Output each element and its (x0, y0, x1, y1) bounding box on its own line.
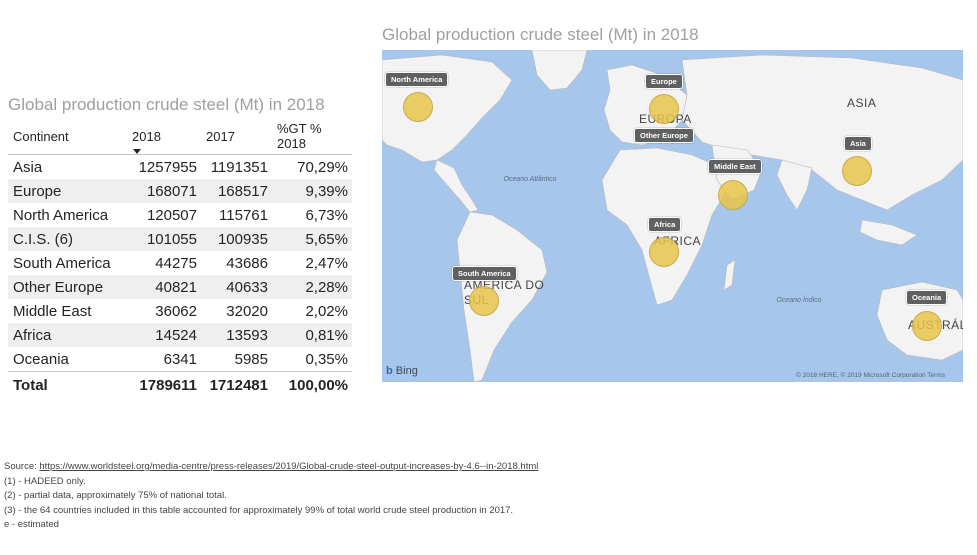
bubble-south-america[interactable] (469, 286, 499, 316)
cell-2018: 14524 (127, 323, 201, 347)
cell-2017: 168517 (201, 179, 272, 203)
source-label: Source: (4, 461, 40, 472)
cell-continent: Middle East (13, 302, 92, 320)
label-oceano-indico: Oceano Índico (776, 297, 822, 304)
tag-africa[interactable]: Africa (648, 217, 682, 232)
bubble-europe[interactable] (649, 94, 679, 124)
tag-middle-east[interactable]: Middle East (708, 159, 762, 174)
cell-continent: Other Europe (8, 275, 127, 299)
source-link[interactable]: https://www.worldsteel.org/media-centre/… (39, 461, 539, 472)
map-title: Global production crude steel (Mt) in 20… (382, 25, 699, 44)
cell-2017: 13593 (201, 323, 272, 347)
cell-2017: 1191351 (210, 158, 268, 176)
footnote-1: (1) - HADEED only. (4, 475, 86, 487)
tag-south-america[interactable]: South America (452, 266, 517, 281)
total-2018: 1789611 (127, 371, 201, 398)
cell-pct: 6,73% (305, 206, 348, 224)
land-shapes (382, 50, 963, 382)
table-row[interactable]: Middle East 36062 32020 2,02% (8, 299, 352, 323)
total-2017: 1712481 (201, 371, 272, 398)
sort-descending-icon (133, 149, 141, 154)
cell-2017: 43686 (226, 254, 268, 272)
bubble-north-america[interactable] (403, 92, 433, 122)
cell-pct: 0,35% (305, 350, 348, 368)
table-row[interactable]: South America 44275 43686 2,47% (8, 251, 352, 275)
label-asia: ASIA (847, 96, 877, 110)
cell-2018: 120507 (146, 206, 197, 224)
column-header-2018-label: 2018 (132, 128, 161, 144)
column-header-2018[interactable]: 2018 (127, 118, 201, 155)
table-row[interactable]: Asia 1257955 1191351 70,29% (8, 155, 352, 180)
cell-pct: 0,81% (272, 323, 352, 347)
cell-2018: 101055 (127, 227, 201, 251)
tag-north-america[interactable]: North America (385, 72, 449, 87)
cell-continent: C.I.S. (6) (8, 227, 127, 251)
cell-continent: South America (13, 254, 111, 272)
map-copyright: © 2018 HERE, © 2019 Microsoft Corporatio… (796, 372, 945, 379)
bing-icon: b (386, 365, 393, 377)
footnote-3: (3) - the 64 countries included in this … (4, 504, 514, 516)
tag-asia[interactable]: Asia (844, 136, 872, 151)
table-row[interactable]: Oceania 6341 5985 0,35% (8, 347, 352, 372)
cell-pct: 2,47% (305, 254, 348, 272)
table-row[interactable]: Other Europe 40821 40633 2,28% (8, 275, 352, 299)
cell-continent: Africa (8, 323, 127, 347)
cell-pct: 2,02% (305, 302, 348, 320)
table-row[interactable]: Africa 14524 13593 0,81% (8, 323, 352, 347)
table-header-row: Continent 2018 2017 %GT % 2018 (8, 118, 352, 155)
cell-2018: 44275 (155, 254, 197, 272)
cell-2017: 40633 (201, 275, 272, 299)
total-pct: 100,00% (272, 371, 352, 398)
cell-2017: 115761 (219, 206, 268, 224)
cell-pct: 5,65% (272, 227, 352, 251)
cell-pct: 70,29% (297, 158, 348, 176)
cell-continent: Europe (8, 179, 127, 203)
cell-2017: 5985 (234, 350, 268, 368)
source-line: Source: https://www.worldsteel.org/media… (4, 460, 538, 475)
column-header-2017[interactable]: 2017 (201, 118, 272, 155)
column-header-pct[interactable]: %GT % 2018 (272, 118, 352, 155)
cell-pct: 2,28% (272, 275, 352, 299)
cell-continent: Oceania (13, 350, 69, 368)
cell-2018: 40821 (127, 275, 201, 299)
cell-2017: 32020 (226, 302, 268, 320)
cell-continent: Asia (13, 158, 43, 176)
cell-continent: North America (13, 206, 109, 224)
bing-label: Bing (395, 365, 418, 377)
cell-2018: 36062 (155, 302, 197, 320)
tag-oceania[interactable]: Oceania (906, 290, 948, 305)
footnote-2: (2) - partial data, approximately 75% of… (4, 490, 227, 501)
table-row[interactable]: Europe 168071 168517 9,39% (8, 179, 352, 203)
bubble-middle-east[interactable] (718, 180, 748, 210)
production-table: Continent 2018 2017 %GT % 2018 Asia 12579… (8, 118, 352, 398)
cell-2018: 1257955 (138, 158, 197, 176)
footnotes: Source: https://www.worldsteel.org/media… (4, 460, 538, 533)
cell-2018: 168071 (127, 179, 201, 203)
table-row[interactable]: North America 120507 115761 6,73% (8, 203, 352, 227)
bubble-asia[interactable] (842, 156, 872, 186)
tag-other-europe[interactable]: Other Europe (634, 128, 694, 143)
table-total-row: Total 1789611 1712481 100,00% (8, 371, 352, 398)
cell-2017: 100935 (201, 227, 272, 251)
cell-2018: 6341 (163, 350, 197, 368)
footnote-4: e - estimated (4, 519, 59, 530)
table-title: Global production crude steel (Mt) in 20… (8, 95, 325, 114)
table-row[interactable]: C.I.S. (6) 101055 100935 5,65% (8, 227, 352, 251)
bing-logo: b Bing (386, 365, 418, 377)
tag-europe[interactable]: Europe (645, 74, 683, 89)
bubble-oceania[interactable] (912, 311, 942, 341)
world-map[interactable]: ASIA EUROPA AFRICA AMÉRICA DO SUL AUSTRÁ… (382, 50, 963, 382)
label-oceano-atlantico: Oceano Atlântico (503, 176, 557, 183)
bubble-africa[interactable] (649, 237, 679, 267)
column-header-continent[interactable]: Continent (8, 118, 127, 155)
cell-pct: 9,39% (272, 179, 352, 203)
total-label: Total (8, 371, 127, 398)
